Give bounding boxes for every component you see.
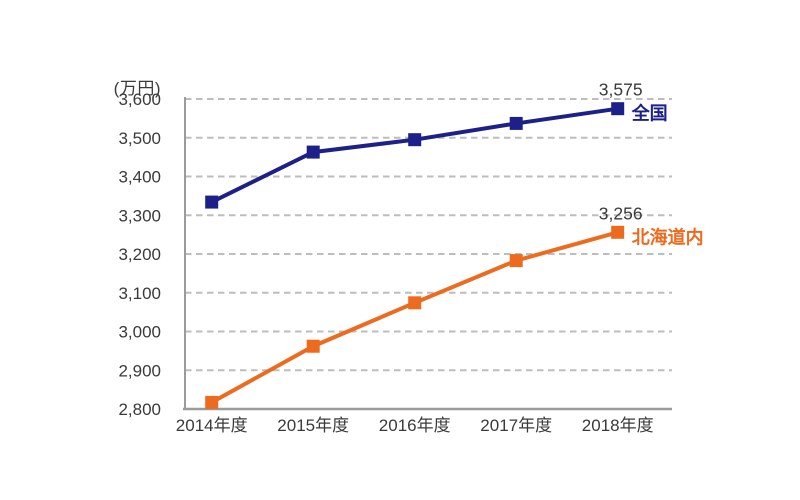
y-tick-label: 3,300 [118,206,161,225]
data-point-marker [611,102,625,116]
data-point-marker [509,254,523,268]
y-tick-label: 3,500 [118,129,161,148]
data-point-marker [306,145,320,159]
series-line-全国 [210,106,618,204]
y-tick-label: 3,400 [118,168,161,187]
y-tick-label: 2,800 [118,400,161,419]
data-point-marker [306,339,320,353]
data-point-marker [408,133,422,147]
x-tick-label: 2016年度 [379,416,451,435]
series-name-label: 北海道内 [632,226,704,247]
x-tick-label: 2018年度 [582,416,654,435]
y-tick-label: 3,200 [118,245,161,264]
end-value-label: 3,256 [599,203,643,223]
end-value-label: 3,575 [599,80,643,100]
y-tick-label: 3,600 [118,90,161,109]
x-tick-label: 2017年度 [480,416,552,435]
data-point-marker [611,225,625,239]
x-tick-label: 2014年度 [176,416,248,435]
y-axis-unit-label: (万円) [113,79,161,98]
data-point-marker [205,195,219,209]
series-line-北海道内 [210,230,619,405]
y-tick-label: 3,100 [118,284,161,303]
data-point-marker [205,395,219,409]
x-tick-label: 2015年度 [277,416,349,435]
data-point-marker [509,116,523,130]
y-tick-label: 3,000 [118,323,161,342]
series-name-label: 全国 [631,103,668,124]
data-point-marker [408,296,422,310]
y-tick-label: 2,900 [118,361,161,380]
